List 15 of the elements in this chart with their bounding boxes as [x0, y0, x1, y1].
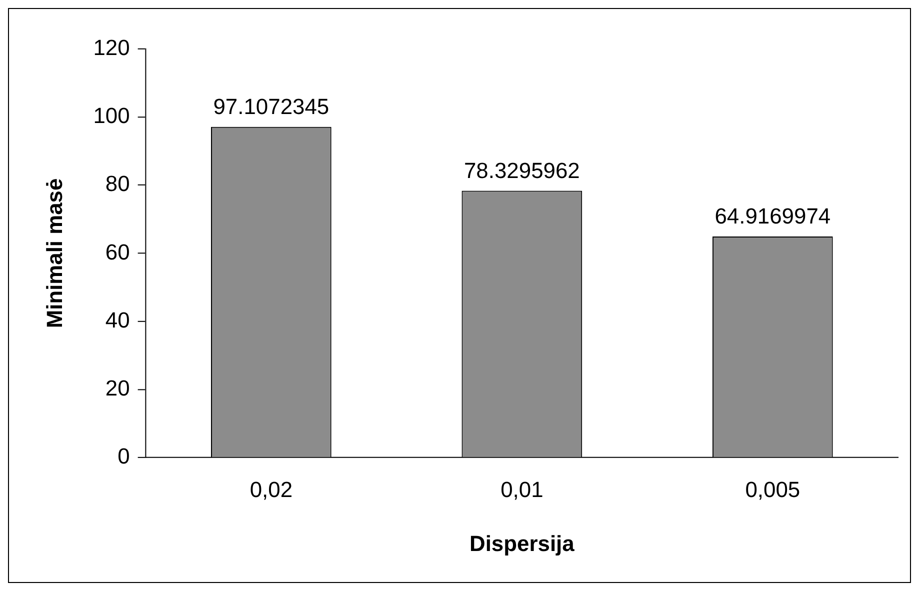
- y-axis-title: Minimali masė: [42, 178, 68, 328]
- y-tick-label: 0: [118, 444, 130, 469]
- data-label: 97.1072345: [213, 94, 330, 119]
- x-axis-title: Dispersija: [469, 530, 576, 556]
- y-tick-label: 40: [105, 307, 130, 332]
- x-tick-label: 0,02: [250, 476, 293, 502]
- x-tick-label: 0,01: [500, 476, 544, 502]
- y-tick-label: 20: [105, 376, 130, 401]
- data-label: 64.9169974: [714, 204, 831, 229]
- y-tick-label: 100: [93, 103, 130, 128]
- x-tick-label: 0,005: [745, 476, 800, 502]
- y-tick-label: 60: [105, 239, 130, 264]
- y-tick-label: 120: [93, 34, 130, 60]
- y-tick-label: 80: [105, 171, 130, 196]
- data-label: 78.3295962: [464, 158, 580, 183]
